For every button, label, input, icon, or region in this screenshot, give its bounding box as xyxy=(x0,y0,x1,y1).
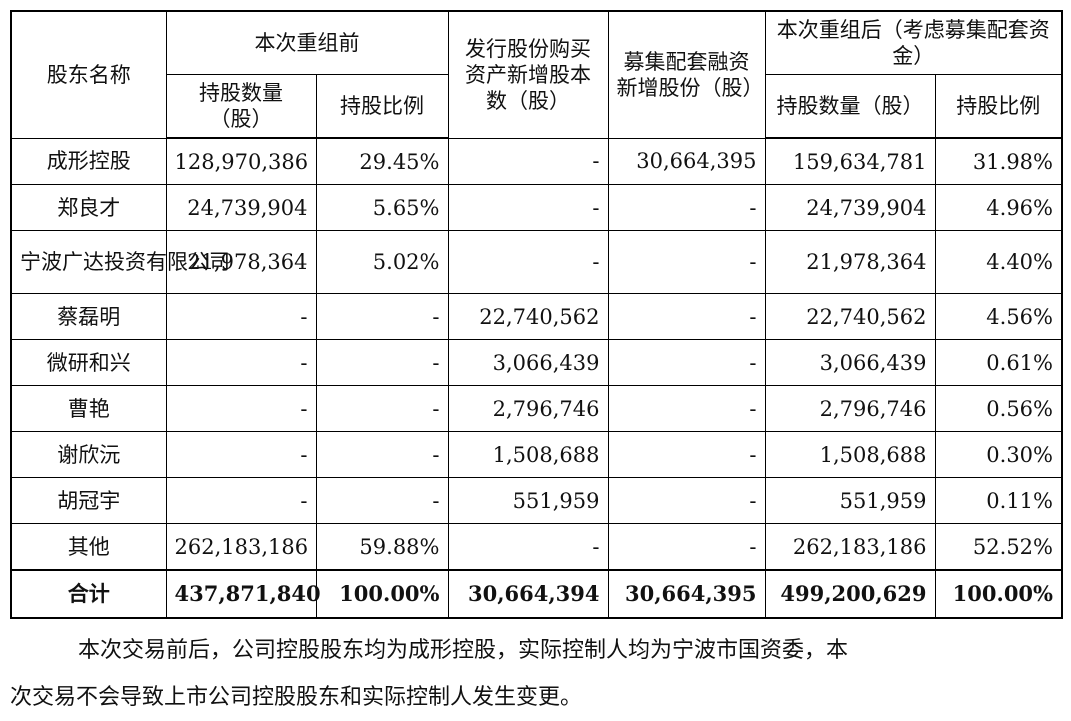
cell-after-ratio: 0.56% xyxy=(934,385,1063,432)
table-row: 蔡磊明 - - 22,740,562 - 22,740,562 4.56% xyxy=(10,293,1063,340)
header-before-group: 本次重组前 xyxy=(165,10,449,75)
table-row: 郑良才 24,739,904 5.65% - - 24,739,904 4.96… xyxy=(10,184,1063,231)
cell-raised: - xyxy=(607,523,766,571)
cell-after-ratio: 0.61% xyxy=(934,339,1063,386)
cell-raised: - xyxy=(607,184,766,231)
cell-raised: - xyxy=(607,477,766,524)
cell-issued: - xyxy=(447,137,609,185)
cell-raised: 30,664,395 xyxy=(607,137,766,185)
header-after-ratio: 持股比例 xyxy=(934,74,1063,139)
cell-after-qty: 21,978,364 xyxy=(764,230,936,294)
header-before-qty: 持股数量（股） xyxy=(165,74,317,139)
table-row: 宁波广达投资有限公司 21,978,364 5.02% - - 21,978,3… xyxy=(10,230,1063,294)
cell-before-ratio: - xyxy=(315,339,449,386)
cell-raised: - xyxy=(607,339,766,386)
cell-before-ratio: - xyxy=(315,385,449,432)
header-issued-shares: 发行股份购买资产新增股本数（股） xyxy=(447,10,609,139)
cell-name: 宁波广达投资有限公司 xyxy=(10,230,230,294)
total-row: 合计 437,871,840 100.00% 30,664,394 30,664… xyxy=(10,569,1063,619)
header-after-qty: 持股数量（股） xyxy=(764,74,936,139)
header-row-2: 持股数量（股） 持股比例 持股数量（股） 持股比例 xyxy=(11,74,1063,139)
cell-after-qty: 262,183,186 xyxy=(764,523,936,571)
cell-before-qty: 128,970,386 xyxy=(165,137,317,185)
cell-before-qty: - xyxy=(165,477,317,524)
cell-before-ratio: - xyxy=(315,293,449,340)
cell-before-ratio: 59.88% xyxy=(315,523,449,571)
cell-before-qty: - xyxy=(165,431,317,478)
table-body: 成形控股 128,970,386 29.45% - 30,664,395 159… xyxy=(10,137,1063,619)
paragraph-line-1: 本次交易前后，公司控股股东均为成形控股，实际控制人均为宁波市国资委，本 xyxy=(78,638,849,663)
cell-after-ratio: 4.40% xyxy=(934,230,1063,294)
table-row: 成形控股 128,970,386 29.45% - 30,664,395 159… xyxy=(10,137,1063,185)
header-before-ratio: 持股比例 xyxy=(315,74,449,139)
cell-issued: 3,066,439 xyxy=(447,339,609,386)
table-row: 其他 262,183,186 59.88% - - 262,183,186 52… xyxy=(10,523,1063,571)
cell-name: 蔡磊明 xyxy=(10,293,167,340)
paragraph-line-2: 次交易不会导致上市公司控股股东和实际控制人发生变更。 xyxy=(10,685,583,710)
cell-issued: - xyxy=(447,230,609,294)
total-label: 合计 xyxy=(10,569,167,619)
cell-before-qty: 24,739,904 xyxy=(165,184,317,231)
table-row: 微研和兴 - - 3,066,439 - 3,066,439 0.61% xyxy=(10,339,1063,386)
table-row: 胡冠宇 - - 551,959 - 551,959 0.11% xyxy=(10,477,1063,524)
total-issued: 30,664,394 xyxy=(447,569,609,619)
cell-after-qty: 24,739,904 xyxy=(764,184,936,231)
cell-issued: - xyxy=(447,184,609,231)
cell-raised: - xyxy=(607,293,766,340)
cell-name: 谢欣沅 xyxy=(10,431,167,478)
total-before-ratio: 100.00% xyxy=(315,569,449,619)
cell-after-ratio: 0.30% xyxy=(934,431,1063,478)
cell-before-qty: 21,978,364 xyxy=(165,230,317,294)
cell-before-ratio: 5.02% xyxy=(315,230,449,294)
cell-after-qty: 551,959 xyxy=(764,477,936,524)
header-after-group: 本次重组后（考虑募集配套资金） xyxy=(764,10,1063,75)
cell-name: 微研和兴 xyxy=(10,339,167,386)
cell-before-ratio: - xyxy=(315,431,449,478)
cell-raised: - xyxy=(607,230,766,294)
total-after-qty: 499,200,629 xyxy=(764,569,936,619)
cell-issued: 2,796,746 xyxy=(447,385,609,432)
cell-name: 曹艳 xyxy=(10,385,167,432)
cell-issued: 551,959 xyxy=(447,477,609,524)
table-row: 谢欣沅 - - 1,508,688 - 1,508,688 0.30% xyxy=(10,431,1063,478)
cell-after-qty: 3,066,439 xyxy=(764,339,936,386)
cell-before-qty: - xyxy=(165,385,317,432)
cell-before-qty: - xyxy=(165,339,317,386)
cell-after-qty: 2,796,746 xyxy=(764,385,936,432)
cell-name: 胡冠宇 xyxy=(10,477,167,524)
cell-raised: - xyxy=(607,385,766,432)
cell-issued: - xyxy=(447,523,609,571)
shareholding-table: 股东名称 本次重组前 发行股份购买资产新增股本数（股） 募集配套融资新增股份（股… xyxy=(10,10,1063,619)
cell-issued: 22,740,562 xyxy=(447,293,609,340)
total-raised: 30,664,395 xyxy=(607,569,766,619)
total-after-ratio: 100.00% xyxy=(934,569,1063,619)
cell-after-ratio: 31.98% xyxy=(934,137,1063,185)
cell-name: 郑良才 xyxy=(10,184,167,231)
cell-after-ratio: 4.56% xyxy=(934,293,1063,340)
cell-before-qty: - xyxy=(165,293,317,340)
header-row-1: 股东名称 本次重组前 发行股份购买资产新增股本数（股） 募集配套融资新增股份（股… xyxy=(10,10,1063,139)
cell-after-ratio: 52.52% xyxy=(934,523,1063,571)
shareholding-table-container: 股东名称 本次重组前 发行股份购买资产新增股本数（股） 募集配套融资新增股份（股… xyxy=(10,10,1063,619)
cell-before-qty: 262,183,186 xyxy=(165,523,317,571)
cell-before-ratio: 29.45% xyxy=(315,137,449,185)
cell-after-qty: 1,508,688 xyxy=(764,431,936,478)
cell-name: 其他 xyxy=(10,523,167,571)
cell-issued: 1,508,688 xyxy=(447,431,609,478)
cell-before-ratio: - xyxy=(315,477,449,524)
total-before-qty: 437,871,840 xyxy=(165,569,321,619)
header-shareholder-name: 股东名称 xyxy=(10,10,167,139)
table-row: 曹艳 - - 2,796,746 - 2,796,746 0.56% xyxy=(10,385,1063,432)
cell-after-ratio: 0.11% xyxy=(934,477,1063,524)
cell-after-qty: 22,740,562 xyxy=(764,293,936,340)
cell-after-ratio: 4.96% xyxy=(934,184,1063,231)
cell-after-qty: 159,634,781 xyxy=(764,137,936,185)
cell-name: 成形控股 xyxy=(10,137,167,185)
cell-before-ratio: 5.65% xyxy=(315,184,449,231)
header-raised-shares: 募集配套融资新增股份（股） xyxy=(607,10,766,139)
table-header: 股东名称 本次重组前 发行股份购买资产新增股本数（股） 募集配套融资新增股份（股… xyxy=(10,10,1063,139)
cell-raised: - xyxy=(607,431,766,478)
